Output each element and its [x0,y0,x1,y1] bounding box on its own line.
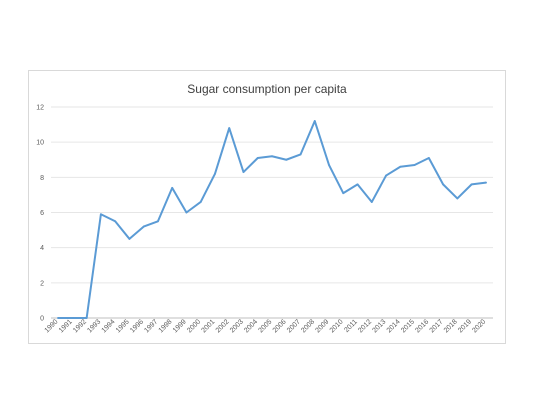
data-point [484,181,487,184]
x-tick-label: 2015 [400,318,416,334]
x-tick-label: 2010 [329,318,345,334]
x-tick-label: 2003 [229,318,245,334]
x-tick-label: 2019 [457,318,473,334]
x-tick-label: 2000 [186,318,202,334]
data-point [199,201,202,203]
data-point [470,183,473,186]
x-tick-label: 2001 [200,318,216,334]
data-point [399,165,402,168]
data-point [71,317,74,319]
x-tick-label: 2018 [443,318,459,334]
data-point [57,317,60,319]
data-point [100,213,102,216]
data-point [299,153,302,156]
x-tick-label: 2009 [314,318,330,334]
x-tick-label: 2016 [414,318,430,334]
x-tick-label: 1998 [158,318,174,334]
x-tick-label: 2017 [429,318,445,334]
data-point [228,127,231,129]
line-chart: 0246810121990199119921993199419951996199… [36,105,493,334]
x-tick-label: 2007 [286,318,302,334]
data-point [85,317,88,319]
data-point [342,192,345,195]
y-tick-label: 2 [40,280,44,287]
data-point [456,197,459,200]
data-point [242,171,245,173]
x-tick-label: 2011 [343,318,359,334]
x-tick-label: 1994 [101,318,117,334]
x-tick-label: 1997 [143,318,159,334]
x-tick-label: 2008 [300,318,316,334]
x-tick-label: 1991 [58,318,74,334]
x-tick-label: 1990 [44,318,60,334]
data-point [185,211,188,214]
data-point [370,201,373,203]
data-point [413,164,416,166]
chart-frame: Sugar consumption per capita 0 2 4 6 8 10 12 19… [28,70,506,344]
data-point [427,157,430,159]
y-tick-label: 6 [40,210,44,217]
x-tick-label: 1996 [129,318,145,334]
data-point [328,164,330,166]
x-tick-label: 2013 [372,318,388,334]
data-point [256,157,259,159]
x-tick-label: 2004 [243,318,259,334]
data-point [214,172,216,175]
x-tick-label: 1993 [86,318,102,334]
data-point [442,183,444,186]
x-tick-label: 2012 [357,318,373,334]
data-point [385,174,387,177]
y-tick-label: 12 [36,105,44,112]
y-tick-label: 10 [36,140,44,147]
data-point [128,237,131,240]
data-point [114,220,117,223]
x-tick-label: 2006 [272,318,288,334]
chart-title: Sugar consumption per capita [187,82,347,96]
x-tick-label: 1992 [72,318,88,334]
data-point [157,220,159,223]
series-line [57,120,487,319]
x-tick-label: 2014 [386,318,402,334]
data-point [356,183,359,186]
x-tick-label: 1995 [115,318,131,334]
y-tick-label: 4 [40,245,44,252]
data-point [142,225,145,228]
x-tick-label: 2002 [215,318,231,334]
x-tick-label: 1999 [172,318,188,334]
y-tick-label: 0 [40,316,44,323]
x-tick-label: 2005 [257,318,273,334]
data-point [313,120,316,122]
data-point [271,155,273,158]
y-tick-label: 8 [40,175,44,182]
data-point [171,186,174,189]
x-tick-label: 2020 [471,318,487,334]
data-point [285,158,288,161]
